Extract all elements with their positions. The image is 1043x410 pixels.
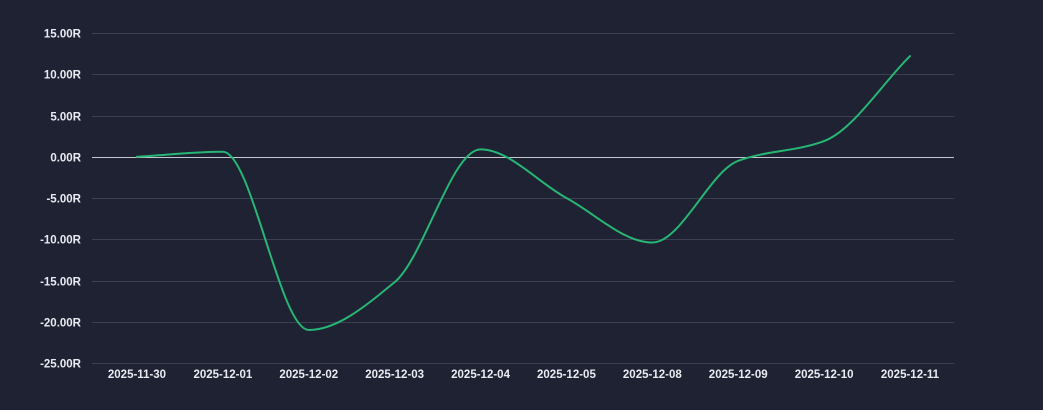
y-axis-tick-labels: 15.00R 10.00R 5.00R 0.00R -5.00R -10.00R -15.0… bbox=[40, 29, 82, 371]
data-point[interactable] bbox=[906, 52, 914, 60]
x-tick-label: 2025-12-11 bbox=[881, 369, 940, 381]
x-tick-label: 2025-12-01 bbox=[193, 369, 252, 381]
x-tick-label: 2025-12-05 bbox=[537, 369, 596, 381]
x-tick-label: 2025-12-09 bbox=[709, 369, 768, 381]
y-tick-label: -20.00R bbox=[40, 318, 82, 330]
y-tick-label: -10.00R bbox=[40, 235, 82, 247]
x-axis-tick-labels: 2025-11-30 2025-12-01 2025-12-02 2025-12-03… bbox=[108, 369, 940, 381]
data-point[interactable] bbox=[391, 278, 399, 286]
data-point[interactable] bbox=[820, 137, 828, 145]
data-point[interactable] bbox=[562, 194, 570, 202]
x-tick-label: 2025-12-02 bbox=[279, 369, 338, 381]
data-point[interactable] bbox=[305, 326, 313, 334]
data-point[interactable] bbox=[734, 157, 742, 165]
data-point[interactable] bbox=[133, 153, 141, 161]
y-tick-label: -25.00R bbox=[40, 359, 82, 371]
data-point[interactable] bbox=[477, 145, 485, 153]
data-point[interactable] bbox=[219, 148, 227, 156]
y-tick-label: 15.00R bbox=[44, 29, 82, 41]
y-tick-label: -15.00R bbox=[40, 277, 82, 289]
x-tick-label: 2025-12-03 bbox=[365, 369, 424, 381]
x-tick-label: 2025-12-08 bbox=[623, 369, 682, 381]
x-tick-label: 2025-12-10 bbox=[795, 369, 854, 381]
grid-lines bbox=[92, 33, 954, 364]
y-tick-label: 0.00R bbox=[50, 153, 81, 165]
series-line bbox=[136, 55, 911, 331]
y-tick-label: 5.00R bbox=[50, 112, 81, 124]
y-tick-label: 10.00R bbox=[44, 70, 82, 82]
y-tick-label: -5.00R bbox=[46, 194, 81, 206]
data-point[interactable] bbox=[648, 239, 656, 247]
x-tick-label: 2025-12-04 bbox=[451, 369, 510, 381]
x-tick-label: 2025-11-30 bbox=[108, 369, 166, 381]
series-layer bbox=[133, 52, 914, 334]
